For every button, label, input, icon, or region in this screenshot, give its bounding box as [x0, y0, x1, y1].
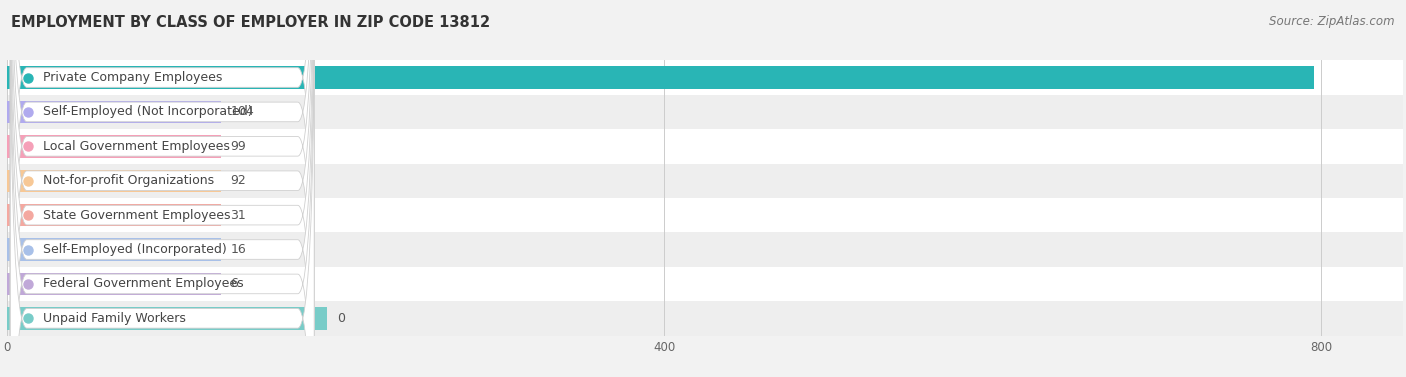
Bar [7, 66, 1315, 89]
Bar [7, 273, 221, 295]
Bar [7, 95, 1403, 129]
Text: Private Company Employees: Private Company Employees [44, 71, 222, 84]
Bar [7, 232, 1403, 267]
Bar [7, 238, 221, 261]
FancyBboxPatch shape [10, 0, 314, 377]
Bar [7, 307, 328, 329]
Text: 104: 104 [231, 106, 254, 118]
FancyBboxPatch shape [10, 0, 314, 377]
Bar [7, 101, 221, 123]
Text: 31: 31 [231, 208, 246, 222]
Bar [7, 170, 221, 192]
Bar [7, 198, 1403, 232]
Text: Local Government Employees: Local Government Employees [44, 140, 231, 153]
Text: Federal Government Employees: Federal Government Employees [44, 277, 243, 290]
Bar [7, 129, 1403, 164]
Text: 0: 0 [337, 312, 346, 325]
Bar [7, 267, 1403, 301]
Text: Self-Employed (Incorporated): Self-Employed (Incorporated) [44, 243, 226, 256]
Bar [7, 204, 221, 226]
Bar [7, 60, 1403, 95]
Text: Unpaid Family Workers: Unpaid Family Workers [44, 312, 186, 325]
FancyBboxPatch shape [10, 0, 314, 377]
Bar [7, 164, 1403, 198]
Bar [7, 135, 221, 158]
Text: Not-for-profit Organizations: Not-for-profit Organizations [44, 174, 214, 187]
Text: State Government Employees: State Government Employees [44, 208, 231, 222]
Text: 16: 16 [231, 243, 246, 256]
Text: 796: 796 [1367, 71, 1391, 84]
Text: Self-Employed (Not Incorporated): Self-Employed (Not Incorporated) [44, 106, 253, 118]
FancyBboxPatch shape [10, 0, 314, 377]
Text: EMPLOYMENT BY CLASS OF EMPLOYER IN ZIP CODE 13812: EMPLOYMENT BY CLASS OF EMPLOYER IN ZIP C… [11, 15, 491, 30]
Bar [7, 301, 1403, 336]
FancyBboxPatch shape [10, 0, 314, 377]
Text: 6: 6 [231, 277, 238, 290]
FancyBboxPatch shape [10, 0, 314, 377]
FancyBboxPatch shape [10, 0, 314, 377]
Text: Source: ZipAtlas.com: Source: ZipAtlas.com [1270, 15, 1395, 28]
Text: 99: 99 [231, 140, 246, 153]
Text: 92: 92 [231, 174, 246, 187]
FancyBboxPatch shape [10, 0, 314, 377]
